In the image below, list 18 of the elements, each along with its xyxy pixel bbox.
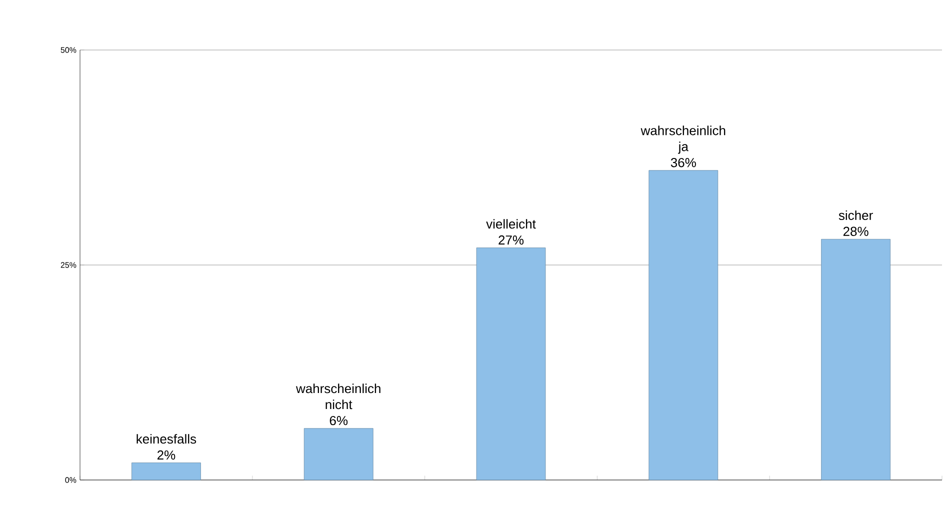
bar	[648, 170, 718, 480]
y-tick-label: 25%	[60, 262, 76, 268]
data-label: 2%	[157, 450, 176, 460]
x-tick-label: vielleicht	[486, 219, 536, 229]
x-tick-label: keinesfalls	[136, 434, 196, 444]
data-label: 36%	[670, 158, 696, 168]
x-tick-label: wahrscheinlich ja	[640, 126, 726, 154]
bar	[132, 462, 201, 480]
bar	[476, 248, 546, 480]
bar	[304, 428, 374, 480]
y-tick-label: 50%	[60, 47, 76, 53]
x-tick-label: sicher	[838, 210, 873, 220]
x-tick-label: wahrscheinlich nicht	[296, 384, 380, 410]
data-label: 28%	[843, 226, 868, 236]
data-label: 6%	[330, 416, 348, 426]
bar	[821, 238, 890, 480]
y-tick-label: 0%	[65, 477, 76, 483]
data-label: 27%	[498, 235, 524, 245]
